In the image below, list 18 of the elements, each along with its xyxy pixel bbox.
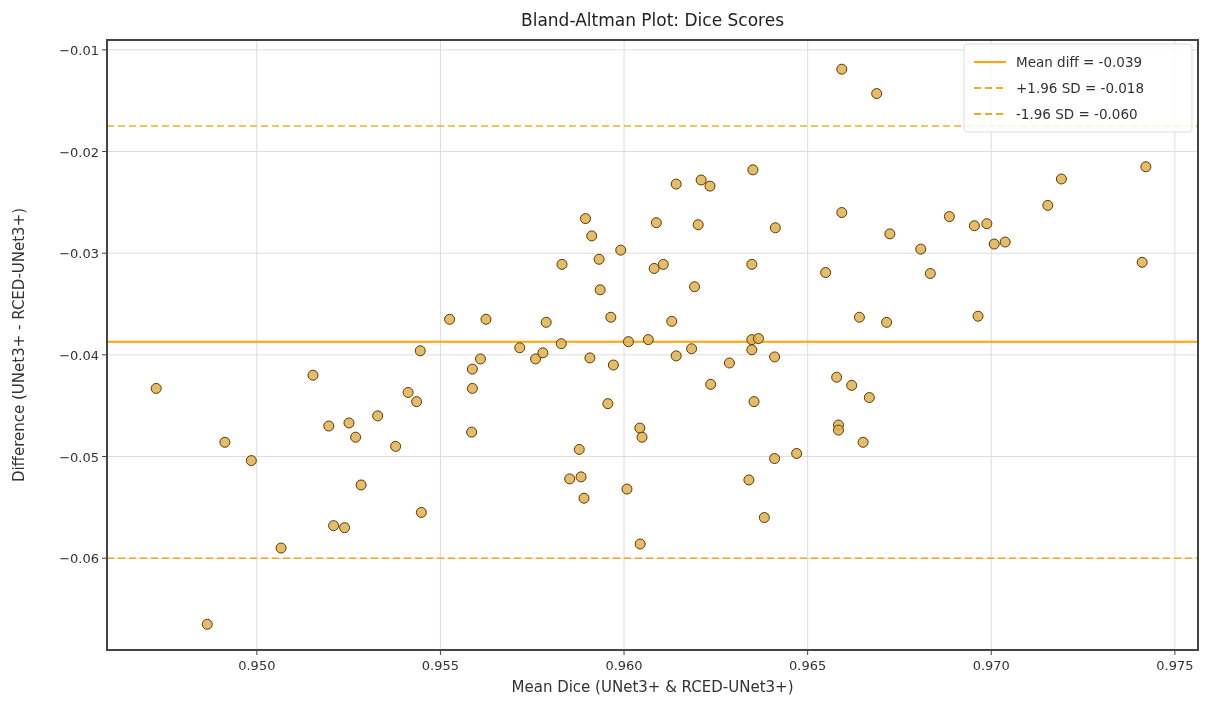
y-tick-label: −0.05 <box>59 449 99 465</box>
x-tick-label: 0.955 <box>421 658 460 673</box>
y-tick-label: −0.02 <box>59 144 99 160</box>
x-tick-label: 0.960 <box>605 658 643 673</box>
x-tick-label: 0.975 <box>1156 658 1194 673</box>
legend-label: Mean diff = -0.039 <box>1016 54 1143 70</box>
chart-title: Bland-Altman Plot: Dice Scores <box>521 10 785 30</box>
x-tick-label: 0.950 <box>238 658 276 673</box>
y-tick-label: −0.03 <box>59 246 99 262</box>
legend-label: -1.96 SD = -0.060 <box>1016 106 1138 122</box>
y-tick-label: −0.04 <box>59 347 99 363</box>
x-tick-label: 0.965 <box>789 658 827 673</box>
y-axis-title: Difference (UNet3+ - RCED-UNet3+) <box>10 207 28 483</box>
x-tick-label: 0.970 <box>972 658 1010 673</box>
legend-label: +1.96 SD = -0.018 <box>1016 80 1145 96</box>
y-tick-label: −0.01 <box>59 42 99 58</box>
x-axis-title: Mean Dice (UNet3+ & RCED-UNet3+) <box>511 678 794 696</box>
y-tick-label: −0.06 <box>59 551 99 567</box>
